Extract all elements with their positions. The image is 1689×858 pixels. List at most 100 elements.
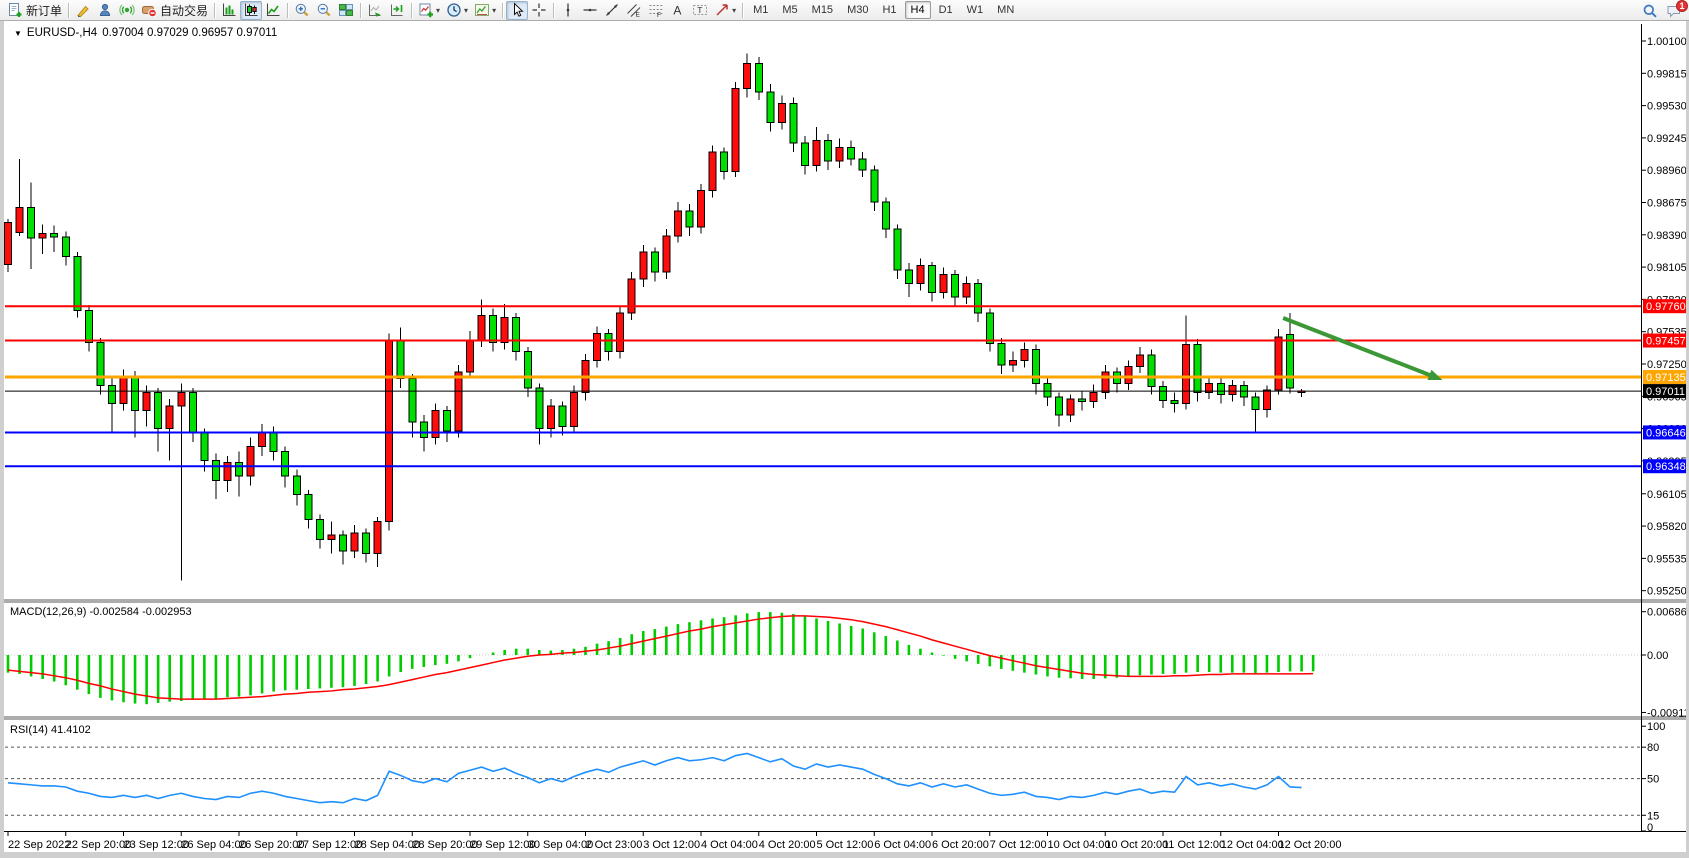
- timeframe-button-mn[interactable]: MN: [997, 4, 1015, 16]
- timeframe-button-w1[interactable]: W1: [966, 4, 984, 16]
- candle-body: [131, 375, 140, 411]
- indicators-button[interactable]: ▾: [415, 1, 443, 20]
- candle-body: [466, 339, 474, 373]
- label-button[interactable]: T: [689, 1, 711, 20]
- vertical-line-button[interactable]: [557, 1, 579, 20]
- arrows-icon: [714, 2, 730, 18]
- rsi-tick-label: 50: [1647, 774, 1659, 786]
- horizontal-line-icon: [582, 2, 598, 18]
- candle-body: [258, 432, 267, 448]
- zoom-in-button[interactable]: [291, 1, 313, 20]
- time-tick-label: 4 Oct 20:00: [759, 839, 816, 851]
- price-badge: 0.97457: [1643, 333, 1686, 348]
- candle-body: [338, 534, 347, 552]
- svg-text:T: T: [697, 5, 702, 15]
- price-tick-label: 0.97250: [1647, 359, 1686, 371]
- horizontal-line-button[interactable]: [579, 1, 601, 20]
- chart-canvas[interactable]: 1.00100 0.99815 0.99530 0.99245 0.98960 0.986…: [4, 21, 1686, 852]
- timeframe-button-h1[interactable]: H1: [882, 4, 897, 16]
- chevron-down-icon[interactable]: ▼: [14, 28, 22, 38]
- candle-body: [1020, 348, 1029, 362]
- candle-body: [535, 387, 544, 430]
- candle-body: [546, 405, 555, 430]
- candle-body: [96, 341, 105, 387]
- tile-windows-button[interactable]: [335, 1, 357, 20]
- candle-body: [974, 283, 983, 314]
- bar-chart-button[interactable]: [218, 1, 240, 20]
- candle-body: [697, 190, 705, 228]
- chart-shift-icon: [389, 2, 405, 18]
- candle-body: [246, 446, 255, 477]
- toolbar-separator: [553, 2, 555, 18]
- template-chart-icon: [474, 2, 490, 18]
- candle-body: [84, 310, 93, 343]
- time-tick-label: 10 Oct 20:00: [1105, 839, 1168, 851]
- timeframe-button-h4[interactable]: H4: [904, 1, 931, 19]
- timeframe-button-d1[interactable]: D1: [938, 4, 953, 16]
- candle-body: [165, 405, 174, 430]
- candle-body: [1101, 371, 1110, 393]
- price-tick-label: 0.98675: [1647, 197, 1686, 209]
- candle-body: [1205, 382, 1214, 393]
- autotrading-button[interactable]: 自动交易: [138, 1, 211, 20]
- chevron-down-icon[interactable]: ▾: [492, 5, 497, 15]
- chevron-down-icon[interactable]: ▾: [436, 5, 441, 15]
- macd-tick-label: 0.00: [1647, 650, 1668, 662]
- price-badge: 0.96348: [1643, 459, 1686, 474]
- candle-body: [1182, 344, 1191, 405]
- candle-chart-button[interactable]: [240, 0, 263, 20]
- candle-body: [61, 236, 70, 257]
- candle-body: [824, 140, 833, 162]
- price-badge-label: 0.97760: [1646, 301, 1686, 313]
- candle-body: [800, 142, 809, 167]
- rsi-tick-label: 100: [1647, 721, 1665, 733]
- channel-button[interactable]: E: [623, 1, 645, 20]
- templates-button[interactable]: ▾: [471, 1, 499, 20]
- chevron-down-icon[interactable]: ▾: [464, 5, 469, 15]
- trendline-arrow-object[interactable]: [1282, 316, 1443, 381]
- rsi-line: [7, 752, 1302, 804]
- ohlc-values-label: 0.97004 0.97029 0.96957 0.97011: [102, 27, 278, 39]
- chart-shift-button[interactable]: [386, 1, 408, 20]
- arrows-button[interactable]: ▾: [711, 1, 739, 20]
- chat-button[interactable]: 1: [1666, 0, 1688, 19]
- vertical-line-icon: [560, 2, 576, 18]
- toolbar: 新订单 自动交易 ▾ ▾ ▾ E F A T ▾ M1 M5 M15 M30 H1 H4 D1 W1 MN 1: [0, 0, 1689, 21]
- fibonacci-button[interactable]: F: [645, 1, 667, 20]
- trendline-button[interactable]: [601, 1, 623, 20]
- line-chart-button[interactable]: [262, 1, 284, 20]
- new-order-button[interactable]: 新订单: [4, 1, 65, 20]
- cursor-button[interactable]: [506, 0, 529, 20]
- text-button[interactable]: A: [667, 1, 689, 20]
- timeframe-button-m15[interactable]: M15: [811, 4, 834, 16]
- zoom-out-button[interactable]: [313, 1, 335, 20]
- chevron-down-icon[interactable]: ▾: [732, 5, 737, 15]
- candle-body: [315, 518, 324, 541]
- styler-button[interactable]: [72, 1, 94, 20]
- candle-body: [893, 228, 902, 271]
- search-button[interactable]: [1642, 3, 1658, 19]
- candle-body: [870, 169, 879, 203]
- price-badge: 0.96646: [1643, 425, 1686, 440]
- toolbar-separator: [411, 2, 413, 18]
- time-tick-label: 22 Sep 2022: [8, 839, 70, 851]
- time-tick-label: 28 Sep 20:00: [412, 839, 477, 851]
- auto-scroll-button[interactable]: [364, 1, 386, 20]
- crosshair-button[interactable]: [528, 1, 550, 20]
- candle-body: [408, 378, 417, 423]
- timeframe-button-m30[interactable]: M30: [847, 4, 869, 16]
- candle-body: [662, 235, 671, 273]
- profile-button[interactable]: [94, 1, 116, 20]
- zoom-out-icon: [316, 2, 332, 18]
- timeframe-button-m5[interactable]: M5: [782, 4, 798, 16]
- price-badge: 0.97011: [1643, 384, 1686, 399]
- periods-button[interactable]: ▾: [443, 1, 471, 20]
- chart-window: 1.00100 0.99815 0.99530 0.99245 0.98960 0.986…: [0, 21, 1689, 858]
- timeframe-button-m1[interactable]: M1: [753, 4, 769, 16]
- signals-button[interactable]: [116, 1, 138, 20]
- candle-body: [754, 63, 763, 93]
- cursor-icon: [509, 2, 525, 18]
- time-tick-label: 22 Sep 20:00: [66, 839, 131, 851]
